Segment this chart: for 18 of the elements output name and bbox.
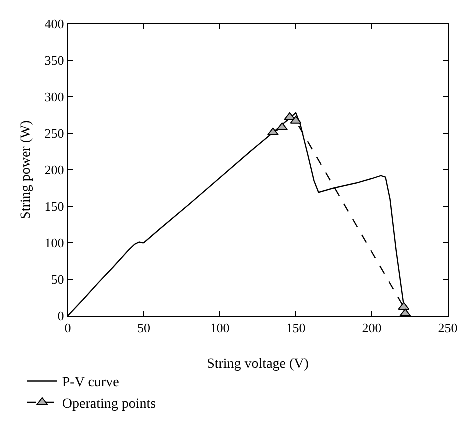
y-tick-label: 50 [51,272,64,288]
y-tick-label: 250 [44,126,64,142]
x-tick-label: 150 [286,320,306,336]
y-tick-label: 350 [44,53,64,68]
legend-label: Operating points [62,396,156,412]
x-axis-title: String voltage (V) [207,357,310,372]
y-tick-label: 150 [44,199,64,214]
x-tick-label: 250 [438,320,458,336]
y-tick-label: 300 [44,90,64,105]
y-tick-label: 0 [58,308,64,324]
y-axis-title: String power (W) [18,120,34,220]
y-tick-label: 400 [44,16,64,32]
y-tick-label: 200 [44,162,64,178]
y-tick-label: 100 [44,236,64,251]
legend-label: P-V curve [62,376,120,391]
x-tick-label: 50 [138,320,150,336]
x-tick-label: 100 [210,320,230,336]
x-tick-label: 200 [362,320,382,336]
